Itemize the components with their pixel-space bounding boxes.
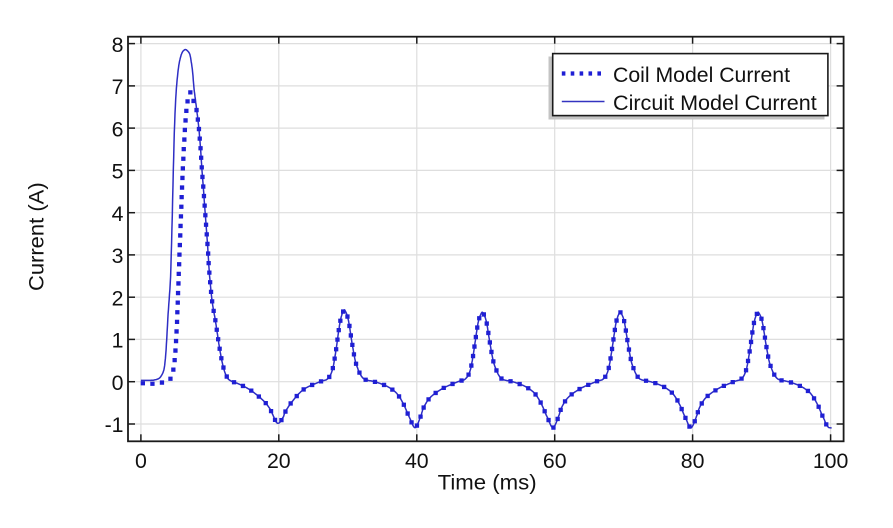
svg-text:6: 6 bbox=[112, 117, 124, 141]
svg-text:Circuit Model Current: Circuit Model Current bbox=[613, 91, 817, 115]
svg-text:40: 40 bbox=[405, 449, 429, 473]
svg-text:Current (A): Current (A) bbox=[25, 182, 49, 291]
svg-text:Time (ms): Time (ms) bbox=[438, 471, 537, 495]
svg-text:20: 20 bbox=[267, 449, 291, 473]
svg-text:4: 4 bbox=[112, 202, 124, 226]
svg-text:8: 8 bbox=[112, 33, 124, 57]
svg-text:1: 1 bbox=[112, 329, 124, 353]
svg-text:3: 3 bbox=[112, 244, 124, 268]
svg-text:60: 60 bbox=[543, 449, 567, 473]
svg-text:5: 5 bbox=[112, 160, 124, 184]
svg-text:80: 80 bbox=[681, 449, 705, 473]
svg-text:Coil Model Current: Coil Model Current bbox=[613, 63, 790, 87]
svg-text:-1: -1 bbox=[105, 413, 124, 437]
svg-text:7: 7 bbox=[112, 75, 124, 99]
svg-text:0: 0 bbox=[135, 449, 147, 473]
svg-text:2: 2 bbox=[112, 286, 124, 310]
svg-text:100: 100 bbox=[813, 449, 849, 473]
svg-text:0: 0 bbox=[112, 371, 124, 395]
